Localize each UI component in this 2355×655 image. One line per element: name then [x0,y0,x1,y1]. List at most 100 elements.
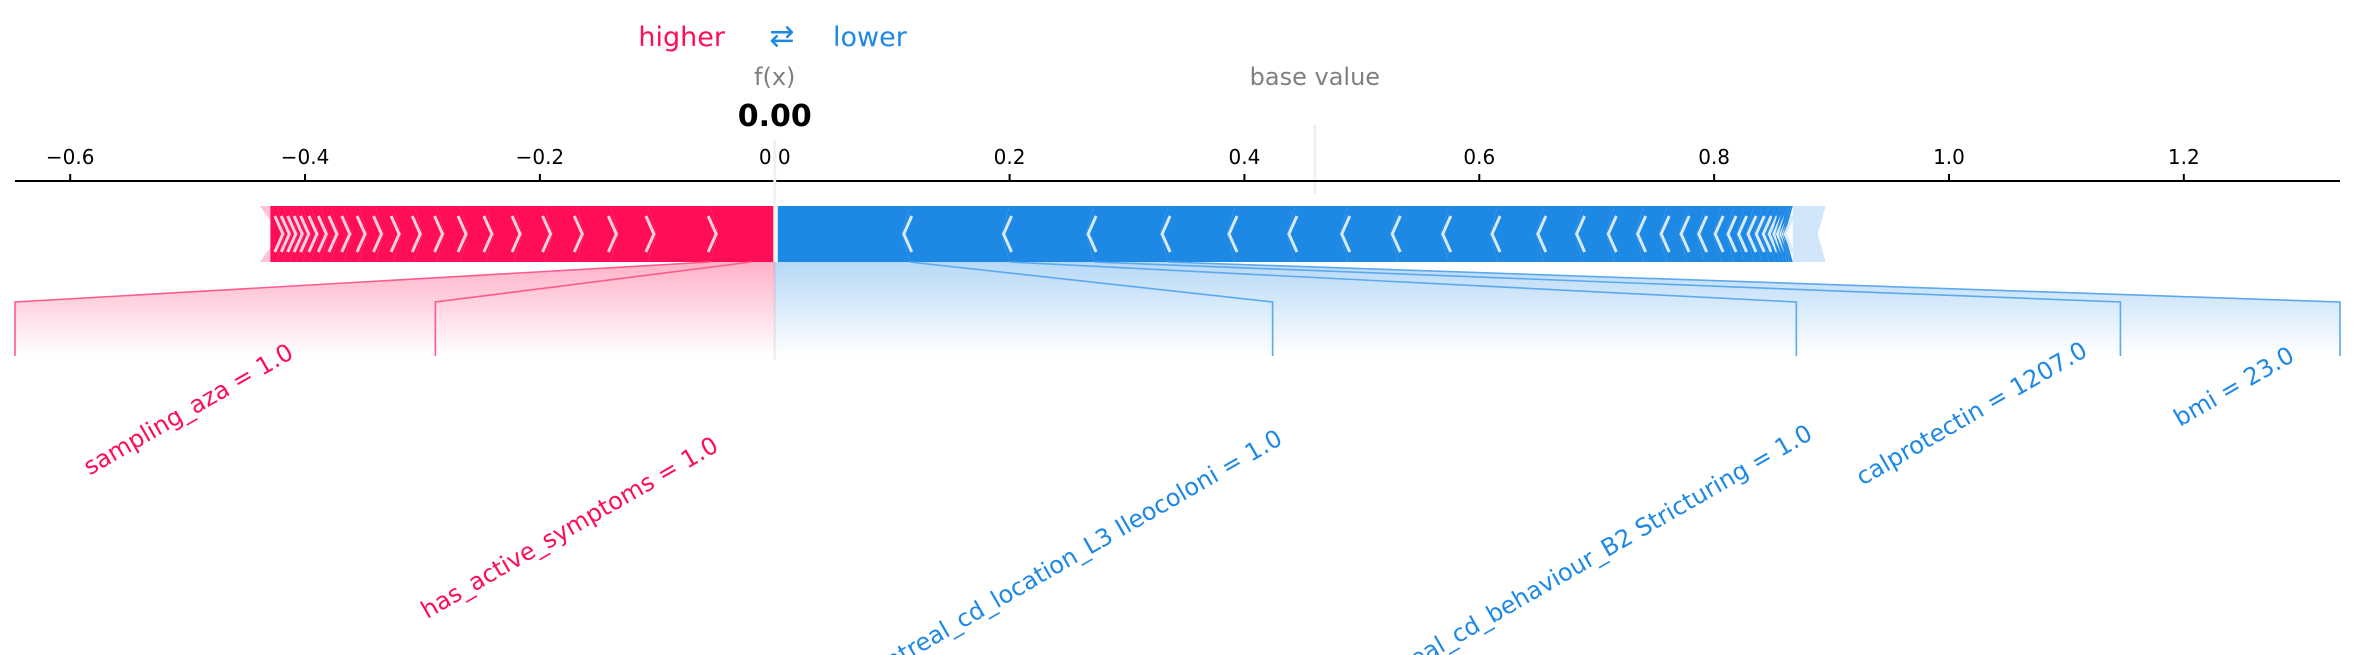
positive-force-segment [610,206,656,262]
feature-label: has_active_symptoms = 1.0 [416,431,723,624]
x-tick-label: −0.2 [516,145,565,169]
positive-segment-divider [355,215,367,253]
x-tick-label: −0.4 [281,145,330,169]
positive-force-segment [302,206,319,262]
positive-segment-divider [340,215,352,253]
negative-segment-divider [1160,215,1172,253]
positive-force-segment [544,206,585,262]
negative-label-gradient [774,262,2340,356]
feature-label: montreal_cd_behaviour_B2 Stricturing = 1… [1342,419,1817,655]
feature-label: sampling_aza = 1.0 [79,338,298,481]
negative-segment-divider [1737,215,1749,253]
positive-label-gradient [15,262,775,356]
positive-segment-divider [706,215,718,253]
negative-segment-divider [902,215,914,253]
negative-force-segment [1490,206,1544,262]
positive-force-segment [343,206,368,262]
negative-force-segment [1736,206,1755,262]
positive-segment-divider [572,215,584,253]
positive-segment-divider [410,215,422,253]
positive-force-segment [647,206,719,262]
negative-force-segment [1574,206,1615,262]
negative-force-segment [1746,206,1763,262]
positive-segment-divider [433,215,445,253]
positive-segment-divider [541,215,553,253]
negative-force-segment [1390,206,1449,262]
positive-segment-divider [644,215,656,253]
positive-segment-divider [299,215,311,253]
feature-connector-line [909,261,1274,356]
negative-force-segment [901,206,1010,262]
negative-force-segment [1001,206,1095,262]
positive-force-segment [310,206,329,262]
feature-connector-line [1009,261,1798,356]
negative-force-segment [1086,206,1169,262]
negative-force-segment [1679,206,1705,262]
negative-bar-tail [1792,206,1826,262]
negative-force-segment [1783,206,1793,262]
negative-segment-divider [1287,215,1299,253]
positive-force-segment [375,206,402,262]
positive-segment-divider [273,215,285,253]
positive-segment-divider [456,215,468,253]
positive-force-segment [710,206,775,262]
negative-force-segment [777,206,910,262]
feature-connector-line [1094,261,2122,356]
negative-force-segment [1160,206,1236,262]
positive-segment-divider [606,215,618,253]
negative-force-segment [1713,206,1735,262]
output-value: 0.00 [738,99,812,134]
negative-segment-divider [1761,215,1773,253]
negative-force-segment [1781,206,1792,262]
x-tick-label: −0.6 [46,145,95,169]
positive-segment-divider [316,215,328,253]
negative-segment-divider [1574,215,1586,253]
positive-force-segment [359,206,384,262]
negative-segment-divider [1746,215,1758,253]
positive-force-segment [330,206,352,262]
base-value-label: base value [1250,63,1380,91]
positive-segment-divider [286,215,298,253]
negative-segment-divider [1490,215,1502,253]
positive-segment-divider [307,215,319,253]
feature-connector-line [1168,261,2341,356]
positive-segment-divider [389,215,401,253]
negative-segment-divider [1606,215,1618,253]
positive-force-segment [320,206,339,262]
positive-segment-divider [372,215,384,253]
negative-force-segment [1339,206,1399,262]
feature-label: calprotectin = 1207.0 [1851,336,2092,491]
negative-force-segment [1535,206,1583,262]
legend-arrows-icon: ⇄ [769,19,794,54]
x-tick-label: 0.4 [1229,145,1261,169]
positive-segment-divider [327,215,339,253]
negative-segment-divider [1636,215,1648,253]
x-tick-label: 0.8 [1698,145,1730,169]
positive-force-segment [576,206,619,262]
legend-lower-label: lower [833,22,908,53]
positive-segment-divider [279,215,291,253]
positive-force-segment [270,206,285,262]
negative-segment-divider [1086,215,1098,253]
negative-segment-divider [1767,215,1779,253]
negative-force-segment [1440,206,1499,262]
negative-force-bar [777,206,1826,262]
negative-segment-divider [1713,215,1725,253]
negative-segment-divider [1783,215,1795,253]
negative-segment-divider [1390,215,1402,253]
negative-segment-divider [1227,215,1239,253]
negative-segment-divider [1697,215,1709,253]
negative-segment-divider [1441,215,1453,253]
negative-segment-divider [1726,215,1738,253]
negative-segment-divider [1340,215,1352,253]
negative-force-segment [1696,206,1722,262]
negative-segment-divider [1754,215,1766,253]
positive-force-bar [259,206,775,262]
feature-labels: sampling_aza = 1.0 has_active_symptoms = … [14,261,2341,655]
negative-segment-divider [1679,215,1691,253]
legend-higher-label: higher [638,22,725,53]
negative-segment-divider [1536,215,1548,253]
positive-segment-divider [482,215,494,253]
x-tick-label: 0.2 [994,145,1026,169]
feature-connector-line [14,261,711,356]
